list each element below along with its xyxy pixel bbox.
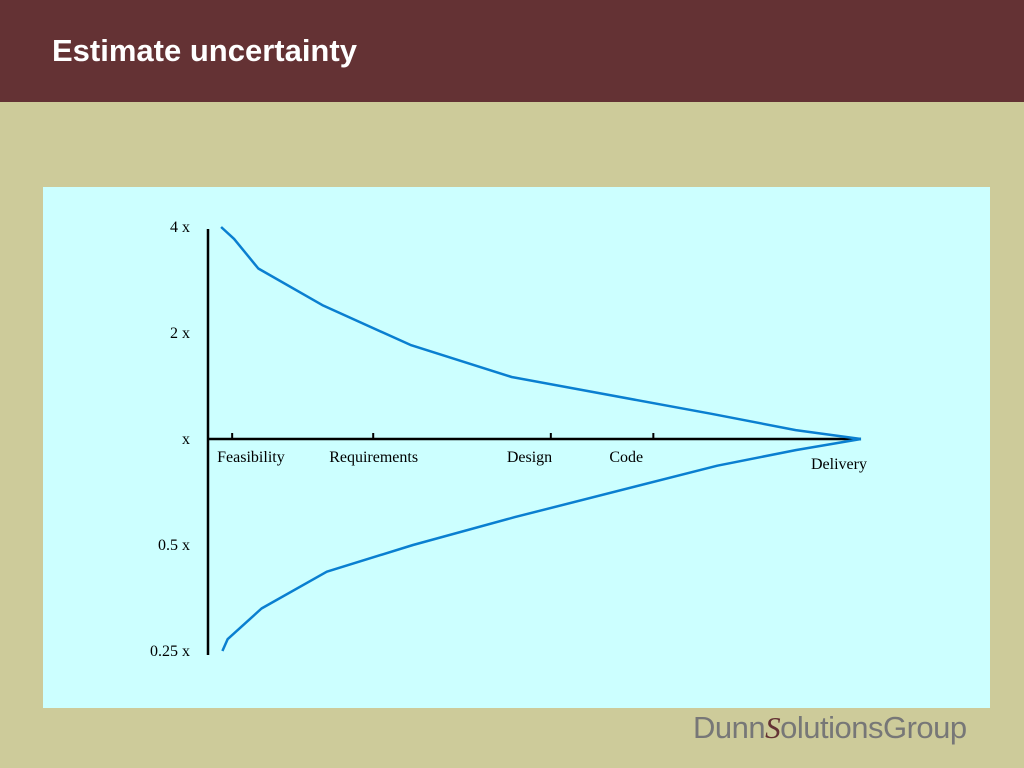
y-tick-label: 4 x <box>170 219 190 236</box>
x-tick-label: Code <box>609 449 643 466</box>
y-tick-label: 0.5 x <box>158 537 190 554</box>
y-tick-label: x <box>182 431 190 448</box>
page-title: Estimate uncertainty <box>52 33 357 68</box>
y-tick-label: 0.25 x <box>150 643 190 660</box>
x-tick-label: Requirements <box>329 449 418 466</box>
chart-panel: 4 x 2 x x 0.5 x 0.25 x Feasibility Requirement… <box>43 187 990 708</box>
y-tick-label: 2 x <box>170 325 190 342</box>
x-tick-label: Feasibility <box>217 449 285 466</box>
company-logo: DunnSolutionsGroup <box>693 710 967 745</box>
x-tick-label: Design <box>507 449 552 466</box>
title-bar: Estimate uncertainty <box>0 0 1024 102</box>
series-line <box>221 437 862 652</box>
uncertainty-chart: 4 x 2 x x 0.5 x 0.25 x Feasibility Requirement… <box>150 219 867 660</box>
x-tick-label: Delivery <box>811 456 867 473</box>
series-line <box>220 226 862 441</box>
